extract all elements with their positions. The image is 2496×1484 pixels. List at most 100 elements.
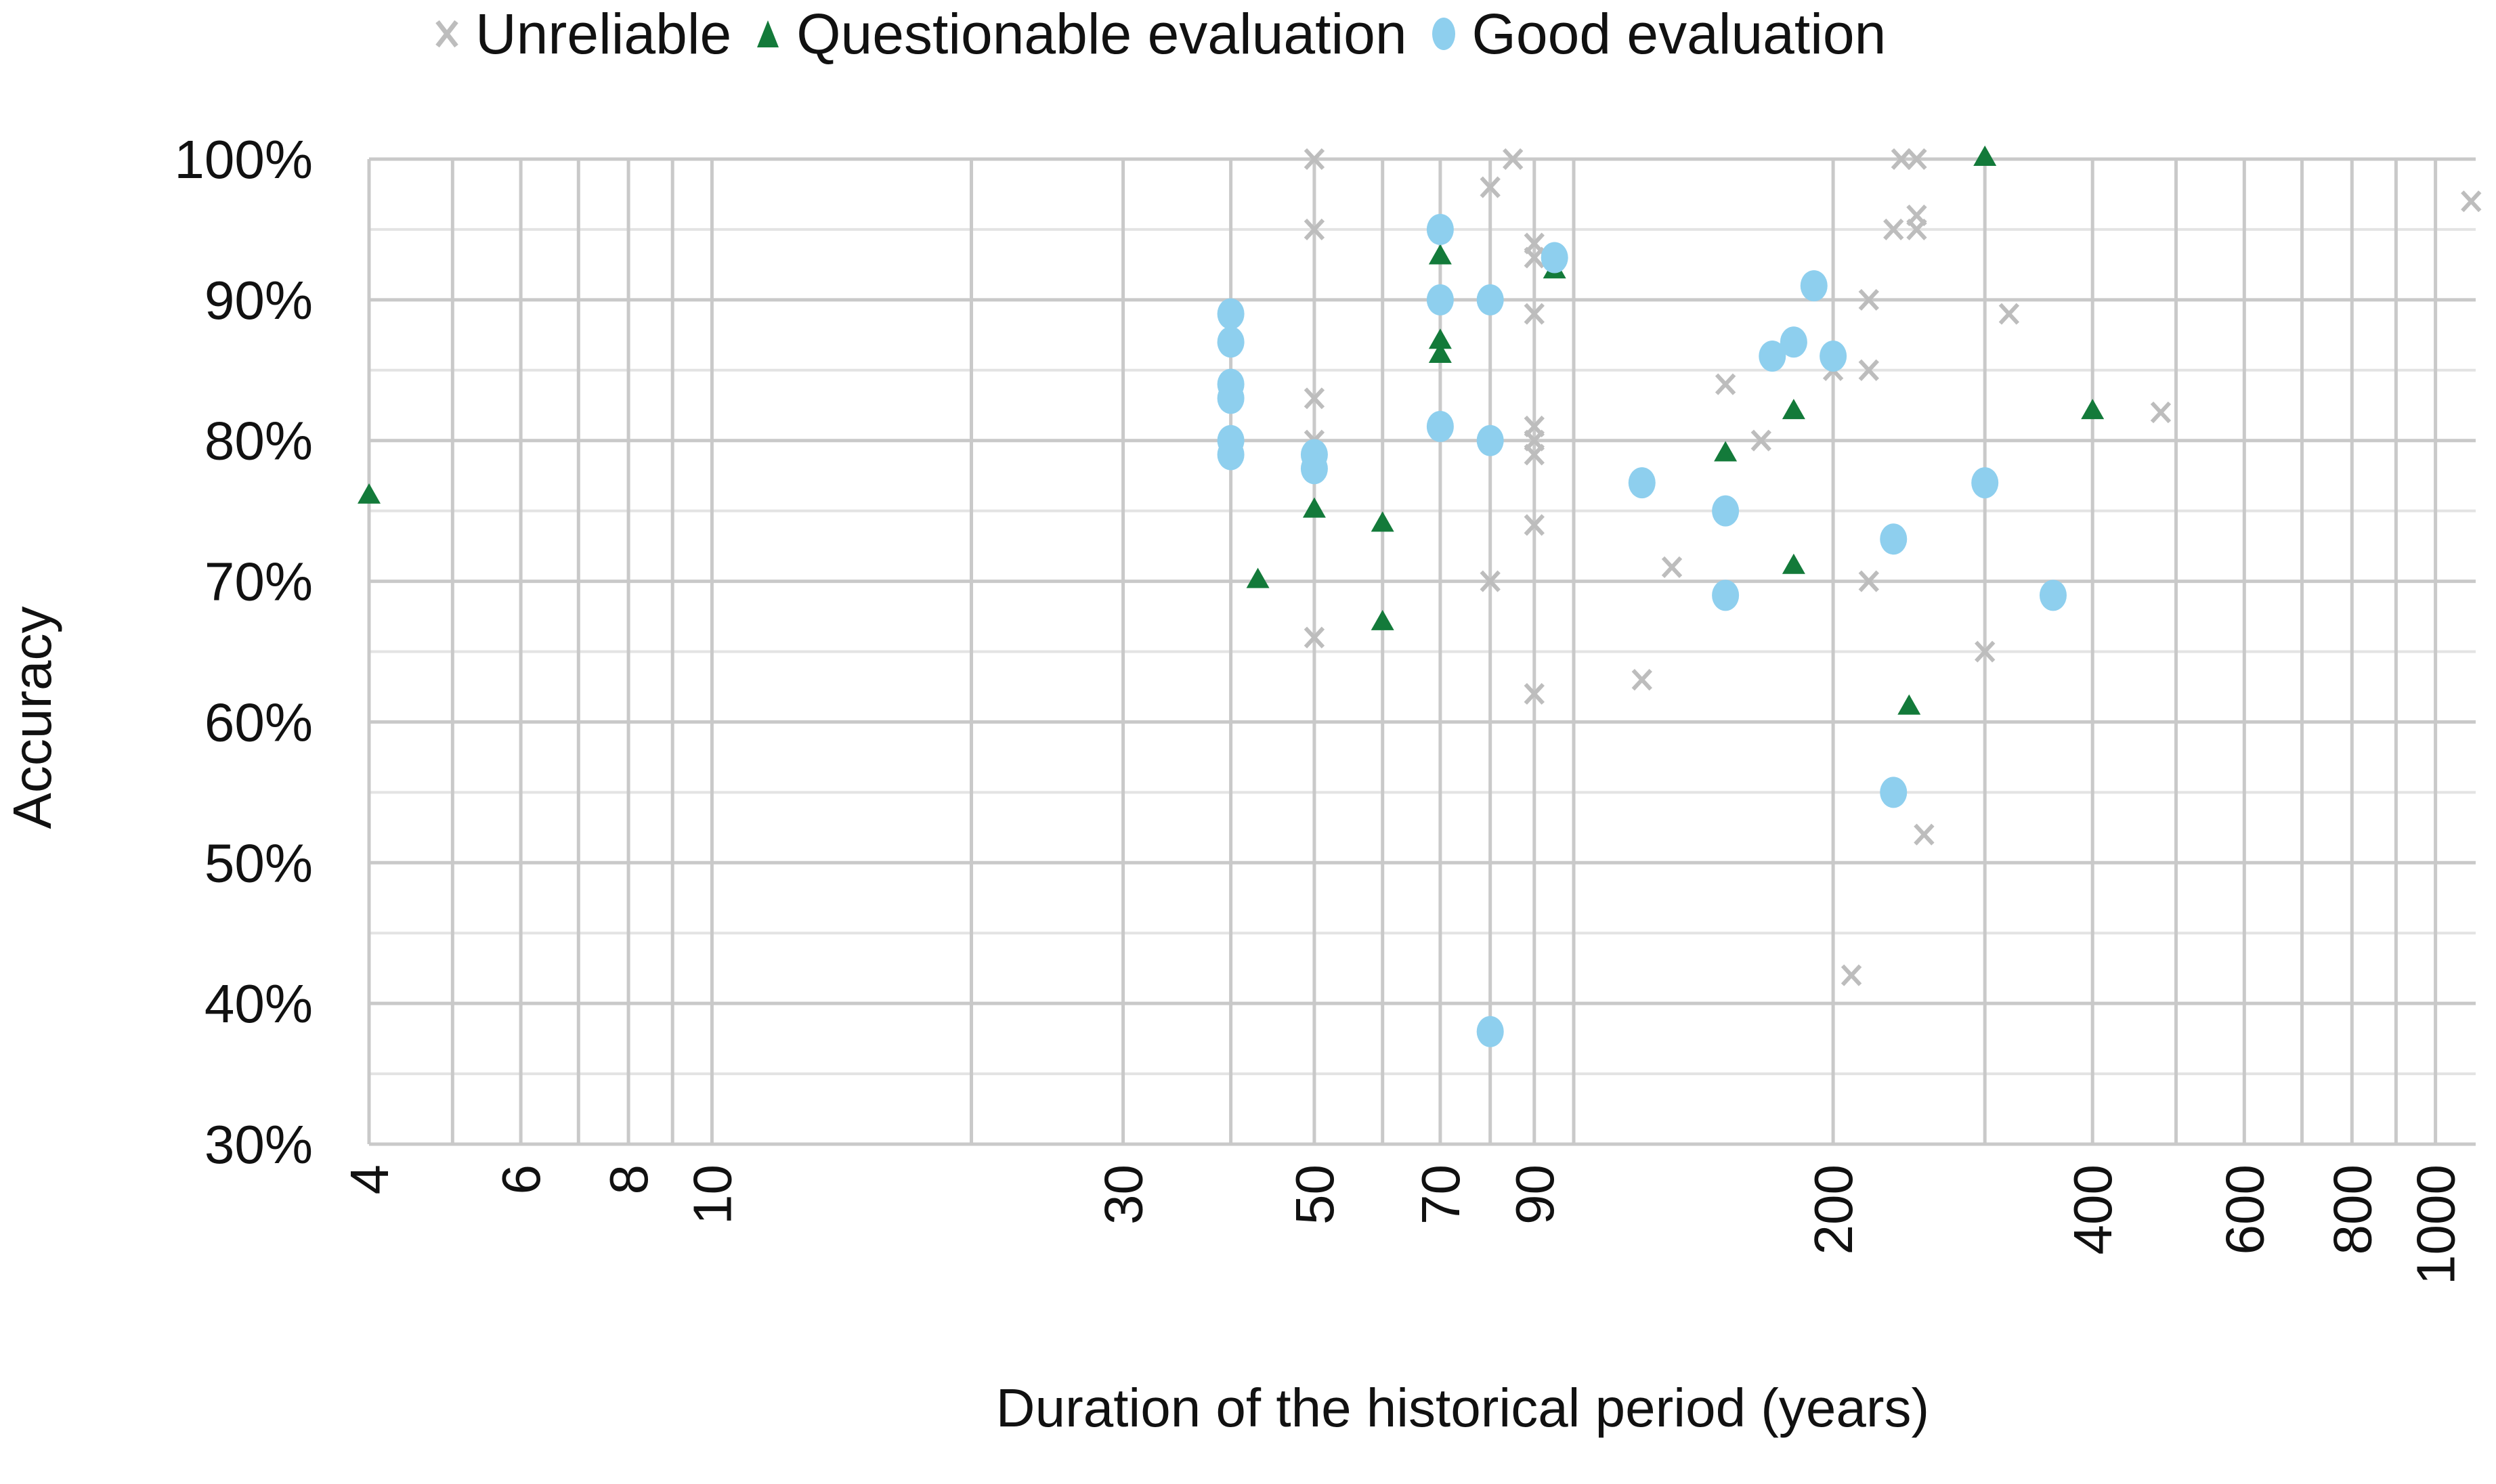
unreliable-point	[1858, 288, 1879, 311]
y-tick-label: 100%	[174, 129, 313, 190]
data-points	[358, 146, 2482, 1047]
x-tick-label: 600	[2214, 1164, 2275, 1254]
x-tick-label: 400	[2063, 1164, 2123, 1254]
x-cross-marker-icon	[435, 20, 458, 48]
unreliable-point	[1503, 148, 1524, 171]
good-evaluation-point	[1712, 495, 1740, 527]
y-axis-title: Accuracy	[2, 606, 62, 829]
good-evaluation-point	[1217, 383, 1245, 414]
questionable-evaluation-point	[1714, 441, 1738, 462]
unreliable-point	[1304, 218, 1325, 240]
x-tick-label: 800	[2322, 1164, 2382, 1254]
good-evaluation-point	[1880, 523, 1908, 555]
questionable-evaluation-point	[358, 483, 381, 504]
x-tick-label: 8	[599, 1164, 659, 1195]
unreliable-point	[1858, 570, 1879, 592]
good-evaluation-point	[1476, 1016, 1504, 1047]
good-evaluation-point	[1780, 326, 1807, 358]
good-evaluation-point	[2039, 580, 2067, 611]
good-evaluation-point	[1971, 467, 1999, 499]
unreliable-point	[1715, 373, 1736, 395]
good-evaluation-point	[1800, 270, 1828, 302]
unreliable-point	[1998, 303, 2020, 325]
questionable-evaluation-point	[1302, 497, 1326, 518]
x-tick-label: 30	[1094, 1164, 1154, 1225]
y-axis-ticks: 30% 40% 50% 60% 70% 80% 90% 100%	[174, 129, 313, 1175]
unreliable-point	[1304, 148, 1325, 171]
unreliable-point	[1631, 669, 1652, 691]
y-tick-label: 60%	[205, 692, 313, 752]
good-evaluation-point	[1426, 213, 1454, 245]
unreliable-point	[1524, 514, 1545, 536]
gridlines	[367, 157, 2476, 1146]
good-evaluation-point	[1217, 326, 1245, 358]
unreliable-point	[1914, 823, 1935, 846]
questionable-evaluation-point	[1428, 244, 1452, 265]
x-axis-title: Duration of the historical period (years…	[995, 1378, 1930, 1438]
good-evaluation-point	[1880, 777, 1908, 808]
unreliable-point	[1304, 387, 1325, 410]
good-evaluation-point	[1426, 284, 1454, 315]
unreliable-point	[1906, 148, 1927, 171]
unreliable-point	[2150, 401, 2172, 424]
questionable-evaluation-point	[1973, 146, 1997, 166]
legend-item-good: Good evaluation	[1430, 1, 1887, 67]
unreliable-point	[1883, 218, 1904, 240]
questionable-evaluation-point	[1246, 567, 1270, 588]
y-tick-label: 30%	[205, 1114, 313, 1175]
unreliable-point	[1858, 359, 1879, 381]
unreliable-point	[1524, 303, 1545, 325]
unreliable-point	[1524, 246, 1545, 269]
good-evaluation-point	[1476, 424, 1504, 456]
questionable-evaluation-point	[1897, 694, 1921, 715]
good-evaluation-point	[1217, 298, 1245, 330]
unreliable-point	[1304, 626, 1325, 649]
legend-item-unreliable: Unreliable	[433, 1, 731, 67]
legend-label: Good evaluation	[1471, 1, 1887, 66]
good-evaluation-point	[1300, 453, 1328, 485]
questionable-evaluation-point	[1782, 399, 1805, 420]
x-tick-label: 90	[1505, 1164, 1565, 1225]
legend-label: Unreliable	[475, 1, 732, 66]
good-evaluation-point	[1426, 410, 1454, 442]
unreliable-point	[1841, 964, 1862, 986]
x-tick-label: 10	[682, 1164, 742, 1225]
questionable-evaluation-point	[1371, 511, 1394, 532]
unreliable-point	[1524, 443, 1545, 466]
y-tick-label: 80%	[205, 411, 313, 471]
good-evaluation-point	[1820, 341, 1847, 372]
questionable-evaluation-point	[1371, 609, 1394, 630]
legend-item-questionable: Questionable evaluation	[754, 1, 1407, 67]
good-evaluation-point	[1712, 580, 1740, 611]
unreliable-point	[2461, 190, 2482, 213]
questionable-evaluation-point	[2081, 399, 2105, 420]
questionable-evaluation-point	[1782, 553, 1805, 574]
chart-legend: Unreliable Questionable evaluation Good …	[433, 0, 1886, 68]
questionable-evaluation-point	[1428, 343, 1452, 363]
x-tick-label: 6	[491, 1164, 551, 1195]
y-tick-label: 90%	[205, 270, 313, 330]
unreliable-point	[1480, 176, 1501, 198]
y-tick-label: 70%	[205, 552, 313, 612]
good-evaluation-point	[1541, 242, 1568, 274]
legend-label: Questionable evaluation	[796, 1, 1407, 66]
unreliable-point	[1975, 640, 1996, 663]
unreliable-point	[1891, 148, 1912, 171]
questionable-evaluation-point	[1428, 328, 1452, 349]
circle-marker-icon	[1432, 18, 1455, 50]
unreliable-point	[1480, 570, 1501, 592]
y-tick-label: 50%	[205, 833, 313, 893]
x-axis-ticks: 4 6 8 10 30 50 70 90 200 400 600 800 1000	[339, 1164, 2466, 1285]
x-tick-label: 1000	[2406, 1164, 2466, 1285]
x-tick-label: 200	[1803, 1164, 1864, 1254]
good-evaluation-point	[1217, 439, 1245, 471]
unreliable-point	[1524, 682, 1545, 705]
y-tick-label: 40%	[205, 974, 313, 1034]
x-tick-label: 70	[1411, 1164, 1471, 1225]
unreliable-point	[1661, 556, 1683, 578]
x-tick-label: 4	[339, 1164, 400, 1195]
triangle-marker-icon	[757, 20, 779, 47]
good-evaluation-point	[1628, 467, 1656, 499]
good-evaluation-point	[1476, 284, 1504, 315]
